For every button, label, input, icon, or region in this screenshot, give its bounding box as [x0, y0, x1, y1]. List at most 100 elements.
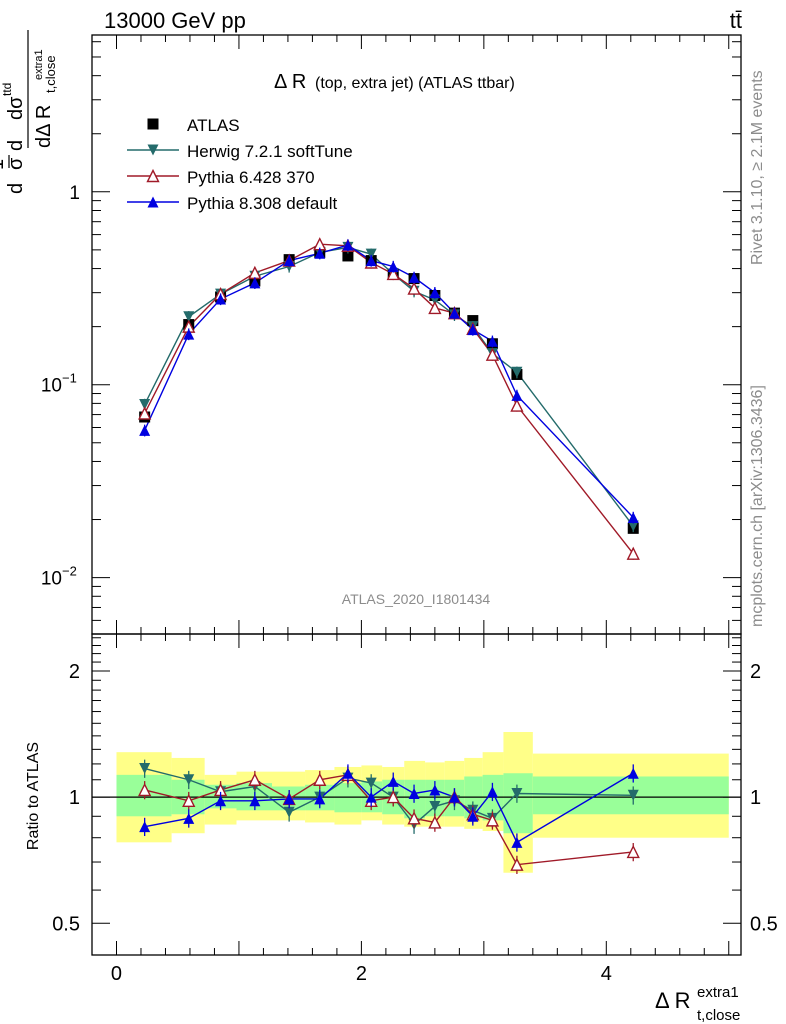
- x-label-superscript: extra1: [697, 984, 739, 1001]
- data-point: [467, 315, 479, 327]
- main-plot-title: Δ R (top, extra jet) (ATLAS ttbar): [274, 71, 515, 93]
- ratio-point: [428, 815, 442, 829]
- data-point: [408, 271, 420, 283]
- ratio-y-tick-label: 2: [69, 661, 80, 683]
- data-point: [626, 546, 640, 560]
- ratio-point: [314, 793, 326, 805]
- y-label-ttd: ttd: [0, 83, 14, 96]
- data-point: [627, 511, 639, 523]
- data-point: [511, 389, 523, 401]
- data-point: [429, 287, 441, 299]
- ratio-point: [485, 813, 500, 827]
- y-tick-label: 10: [41, 569, 62, 590]
- data-point: [486, 335, 498, 347]
- ratio-point: [510, 857, 524, 871]
- data-point: [314, 247, 326, 259]
- main-y-axis-label: d σ 1 d dσ ttd dΔ R t,close extra1: [0, 30, 58, 194]
- ratio-point: [511, 836, 523, 848]
- y-tick-label: 1: [69, 183, 80, 204]
- data-point: [365, 255, 377, 267]
- x-label-subscript: t,close: [697, 1007, 740, 1024]
- ratio-axis-ticks: 0 2 4 0.5 0.5 1 1 2 2: [52, 634, 778, 985]
- ratio-y-tick-label-right: 2: [750, 661, 761, 683]
- ratio-series-line: [144, 772, 634, 844]
- data-point: [139, 424, 151, 436]
- ratio-y-tick-label: 0.5: [52, 913, 80, 935]
- y-label-dsigma: dσ: [5, 96, 27, 120]
- y-label-one: 1: [0, 159, 8, 170]
- ratio-point: [626, 844, 640, 859]
- y-label-subscript: t,close: [43, 55, 58, 93]
- y-label-d2: d: [5, 140, 27, 151]
- ratio-series-line: [144, 774, 634, 866]
- data-point: [215, 293, 227, 305]
- ratio-point: [387, 775, 399, 787]
- data-point: [183, 328, 195, 340]
- ratio-point: [248, 772, 262, 786]
- ratio-series-layer: [138, 759, 640, 874]
- ratio-point: [183, 774, 195, 786]
- ratio-point: [283, 793, 295, 805]
- y-tick-label: 10: [41, 376, 62, 397]
- legend-label: Pythia 8.308 default: [187, 194, 338, 213]
- legend-marker: [147, 196, 159, 208]
- data-point: [342, 239, 354, 251]
- ratio-point: [511, 787, 523, 799]
- data-point: [510, 398, 524, 412]
- ratio-point: [283, 806, 295, 818]
- data-point: [386, 266, 400, 281]
- ratio-point: [313, 772, 327, 786]
- data-point: [428, 300, 442, 315]
- main-series-layer: [138, 237, 640, 560]
- ratio-point: [365, 791, 377, 803]
- ratio-point: [627, 767, 639, 779]
- data-point: [283, 255, 295, 267]
- ratio-y-tick-label-right: 1: [750, 787, 761, 809]
- legend: ATLAS Herwig 7.2.1 softTune Pythia 6.428 3…: [127, 116, 353, 213]
- legend-marker: [147, 144, 159, 156]
- main-axis-ticks: 10 −210 −11: [41, 35, 741, 634]
- data-point: [485, 347, 500, 361]
- ratio-point: [139, 821, 151, 833]
- x-label-main: Δ R: [655, 988, 690, 1013]
- ratio-y-tick-label-right: 0.5: [750, 913, 778, 935]
- y-label-d: d: [5, 183, 27, 194]
- data-point: [387, 260, 399, 272]
- y-tick-label-exponent: −1: [62, 371, 77, 386]
- data-point: [627, 520, 639, 532]
- mcplots-label: mcplots.cern.ch [arXiv:1306.3436]: [749, 385, 766, 627]
- x-tick-label: 4: [601, 963, 612, 985]
- rivet-version-label: Rivet 3.1.10, ≥ 2.1M events: [749, 70, 766, 265]
- data-point: [138, 406, 152, 420]
- ratio-y-axis-label: Ratio to ATLAS: [25, 742, 42, 850]
- plot-title-main: Δ R: [274, 71, 306, 93]
- legend-marker: [146, 168, 160, 183]
- y-tick-label-exponent: −2: [62, 564, 77, 579]
- header-process-label: tt̄: [730, 8, 742, 33]
- x-tick-label: 0: [111, 963, 122, 985]
- series-line: [144, 243, 634, 555]
- x-axis-label: Δ R t,close extra1: [655, 984, 740, 1024]
- data-point: [511, 366, 523, 378]
- ratio-point: [429, 784, 441, 796]
- ratio-panel: 0 2 4 0.5 0.5 1 1 2 2 Ratio to ATLAS: [25, 633, 778, 985]
- data-point: [139, 398, 151, 410]
- ratio-point: [486, 786, 498, 798]
- legend-label: ATLAS: [187, 116, 240, 135]
- ratio-point: [408, 787, 420, 799]
- ratio-point: [342, 767, 354, 779]
- ratio-point: [215, 795, 227, 807]
- header-energy-label: 13000 GeV pp: [104, 8, 246, 33]
- x-tick-label: 2: [356, 963, 367, 985]
- data-point: [467, 324, 479, 336]
- data-point: [448, 307, 460, 319]
- data-point: [365, 248, 377, 260]
- ratio-point: [386, 790, 400, 804]
- ratio-panel-frame: [91, 633, 742, 956]
- ratio-point: [429, 800, 441, 812]
- ratio-point: [249, 795, 261, 807]
- y-label-superscript: extra1: [33, 49, 45, 80]
- ratio-point: [467, 810, 479, 822]
- ratio-point: [182, 793, 196, 807]
- ratio-point: [138, 782, 152, 797]
